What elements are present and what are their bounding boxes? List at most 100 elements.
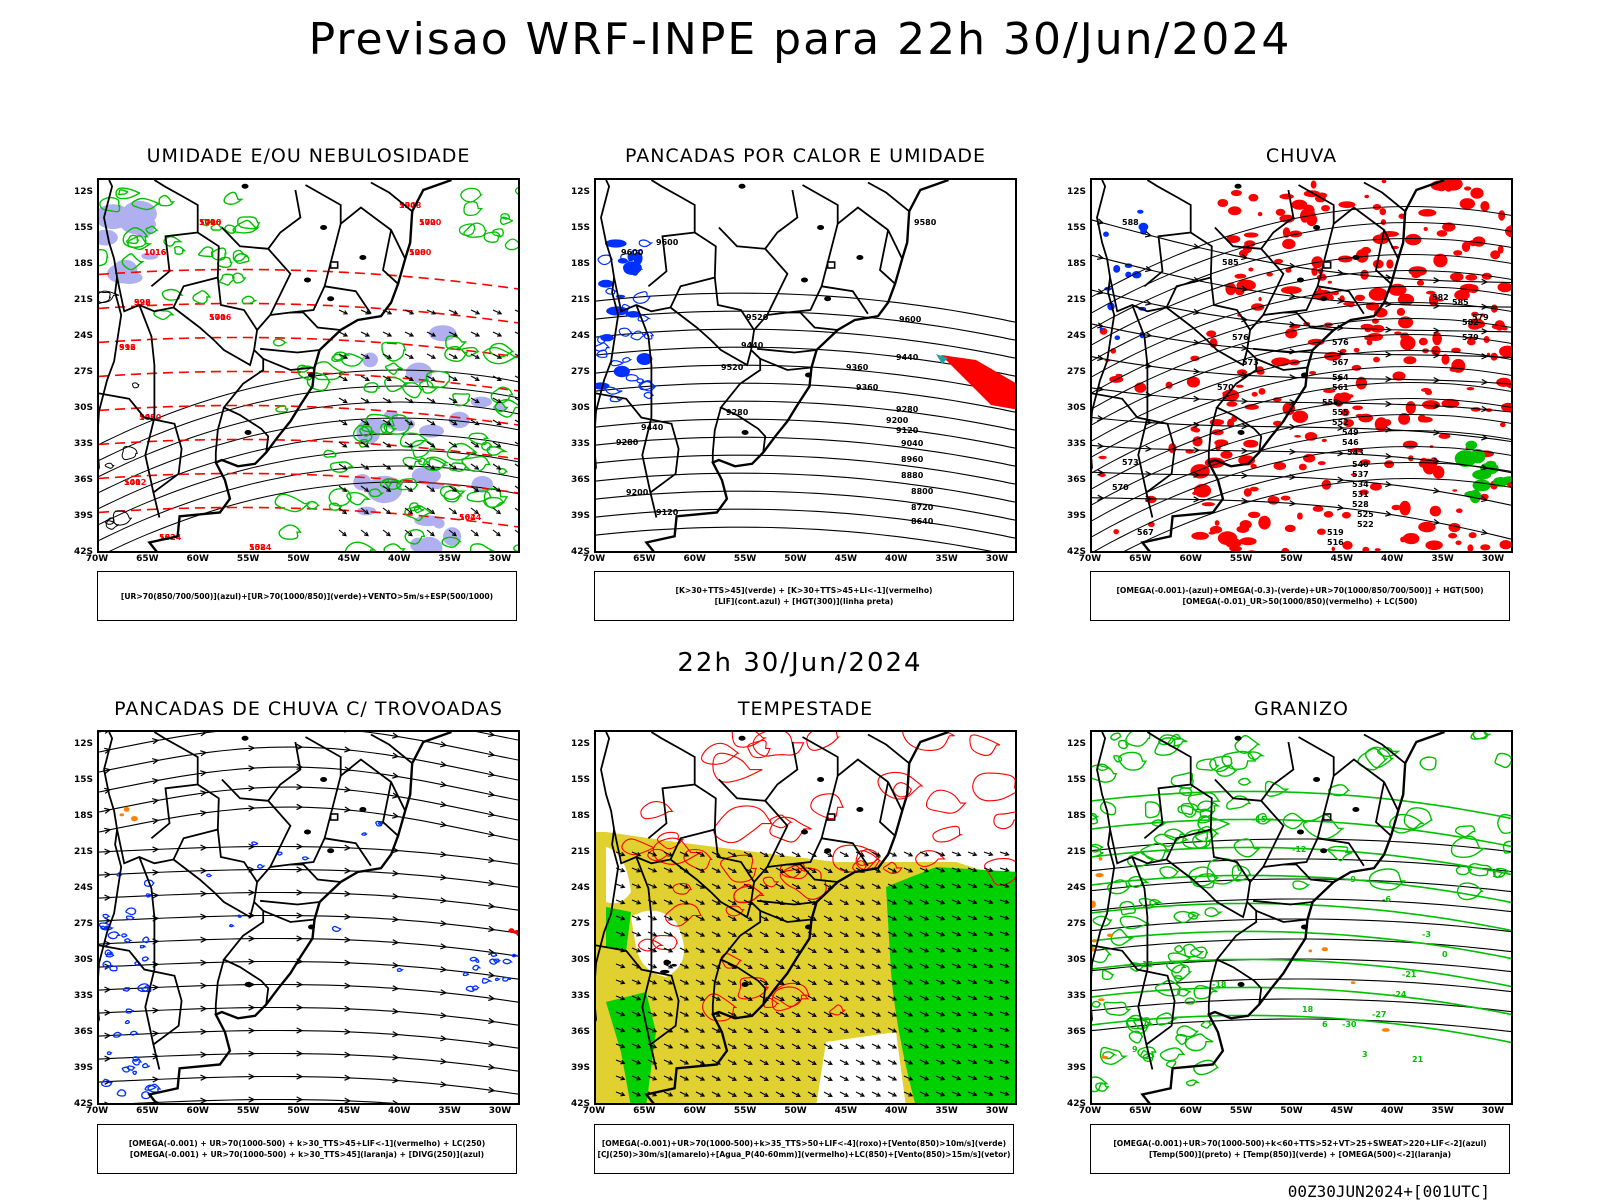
contour-label: -6 — [1382, 895, 1391, 904]
shaded-cell — [1338, 201, 1355, 208]
border-line — [263, 359, 314, 370]
shaded-cell — [1220, 451, 1232, 459]
contour-label: 516 — [1327, 538, 1344, 547]
shaded-cell — [1281, 286, 1302, 294]
contour-cell — [159, 196, 173, 206]
shaded-cell — [1362, 547, 1369, 553]
lc500-streamlines — [1092, 219, 1513, 541]
contour-cell — [495, 978, 499, 980]
shaded-cell — [1403, 441, 1418, 449]
lon-tick-label: 40W — [384, 1106, 414, 1116]
lat-tick-label: 21S — [562, 847, 590, 857]
shaded-cell — [1464, 186, 1471, 190]
vector-head — [519, 311, 520, 314]
border-line — [1256, 911, 1307, 922]
lon-tick-label: 65W — [1125, 554, 1155, 564]
contour-cell — [1265, 781, 1287, 796]
conv-orange — [120, 807, 138, 821]
contour-label: 8640 — [911, 517, 934, 526]
lake-mark — [308, 925, 315, 930]
border-line — [268, 742, 300, 801]
contour-label: 8880 — [901, 471, 924, 480]
lat-tick-label: 30S — [1058, 403, 1086, 413]
lat-tick-label: 27S — [65, 367, 93, 377]
contour-cell — [1175, 946, 1183, 953]
lon-tick-label: 50W — [781, 554, 811, 564]
streamline — [99, 1054, 520, 1073]
streamline — [99, 767, 520, 801]
shaded-cell — [1332, 547, 1335, 551]
border-line — [263, 911, 314, 922]
contour-label: 1016 — [144, 248, 167, 257]
map-trovoadas — [97, 730, 520, 1105]
panel-title-tempestade: TEMPESTADE — [594, 698, 1017, 720]
contour-cell — [235, 254, 249, 264]
lon-tick-label: 60W — [1176, 1106, 1206, 1116]
shaded-cell — [1271, 357, 1290, 366]
shaded-cell — [1351, 981, 1356, 984]
shaded-cell — [1243, 440, 1258, 448]
streamline — [99, 1031, 520, 1050]
shaded-cell — [1191, 532, 1209, 540]
lat-tick-label: 36S — [562, 1027, 590, 1037]
lon-tick-label: 40W — [1377, 1106, 1407, 1116]
contour-cell — [108, 932, 119, 939]
contour-cell — [473, 965, 480, 970]
shaded-cell — [1107, 934, 1113, 937]
lat-tick-label: 24S — [562, 883, 590, 893]
shaded-cell — [1328, 281, 1332, 284]
lon-tick-label: 30W — [982, 1106, 1012, 1116]
border-line — [803, 185, 838, 286]
lat-tick-label: 33S — [1058, 991, 1086, 1001]
contour-cell — [140, 946, 145, 948]
shaded-cell — [1309, 371, 1316, 375]
lat-tick-label: 30S — [65, 955, 93, 965]
shaded-cell — [1297, 513, 1303, 520]
contour-cell — [122, 934, 127, 937]
shaded-cell — [1239, 537, 1256, 545]
shaded-cell — [1137, 210, 1143, 214]
contour-label: 516 — [119, 343, 136, 352]
shaded-cell — [1460, 198, 1475, 209]
contour-cell — [501, 214, 510, 219]
wind-vector — [1016, 1044, 1017, 1047]
contour-cell — [1092, 1077, 1107, 1092]
shaded-cell — [1419, 338, 1428, 346]
wind-vector — [1016, 964, 1017, 967]
vector-head — [518, 510, 520, 514]
contour-cell — [626, 375, 638, 381]
wind-vector — [515, 310, 520, 314]
lake-mark — [1301, 925, 1308, 930]
lon-tick-label: 35W — [435, 554, 465, 564]
contour-cell — [127, 916, 134, 919]
contour-label: 9520 — [721, 363, 744, 372]
lat-tick-label: 39S — [1058, 511, 1086, 521]
shaded-cell — [1248, 194, 1258, 202]
panel-title-trovoadas: PANCADAS DE CHUVA C/ TROVOADAS — [97, 698, 520, 720]
lon-tick-label: 30W — [1478, 554, 1508, 564]
shaded-cell — [1099, 857, 1103, 861]
legend-line: [CJ(250)>30m/s](amarelo)+[Agua_P(40-60mm… — [597, 1149, 1010, 1160]
lat-tick-label: 33S — [1058, 439, 1086, 449]
contour-cell — [126, 908, 136, 915]
lake-mark — [320, 225, 327, 230]
contour-cell — [471, 544, 494, 553]
contour-line — [1092, 303, 1512, 393]
contour-cell — [411, 440, 435, 457]
contour-cell — [503, 978, 511, 981]
contour-cell — [714, 806, 772, 843]
shaded-cell — [1276, 464, 1281, 467]
shaded-cell — [1193, 428, 1200, 433]
lon-tick-label: 50W — [284, 1106, 314, 1116]
contour-label: 561 — [1332, 383, 1349, 392]
lake-mark — [1320, 848, 1327, 853]
contour-cell — [1174, 912, 1196, 923]
lake-mark — [801, 830, 808, 835]
shaded-cell — [1311, 181, 1317, 189]
shaded-cell — [671, 964, 677, 967]
lon-tick-label: 40W — [881, 554, 911, 564]
contour-cell — [133, 1071, 137, 1074]
shaded-cell — [1392, 505, 1401, 511]
